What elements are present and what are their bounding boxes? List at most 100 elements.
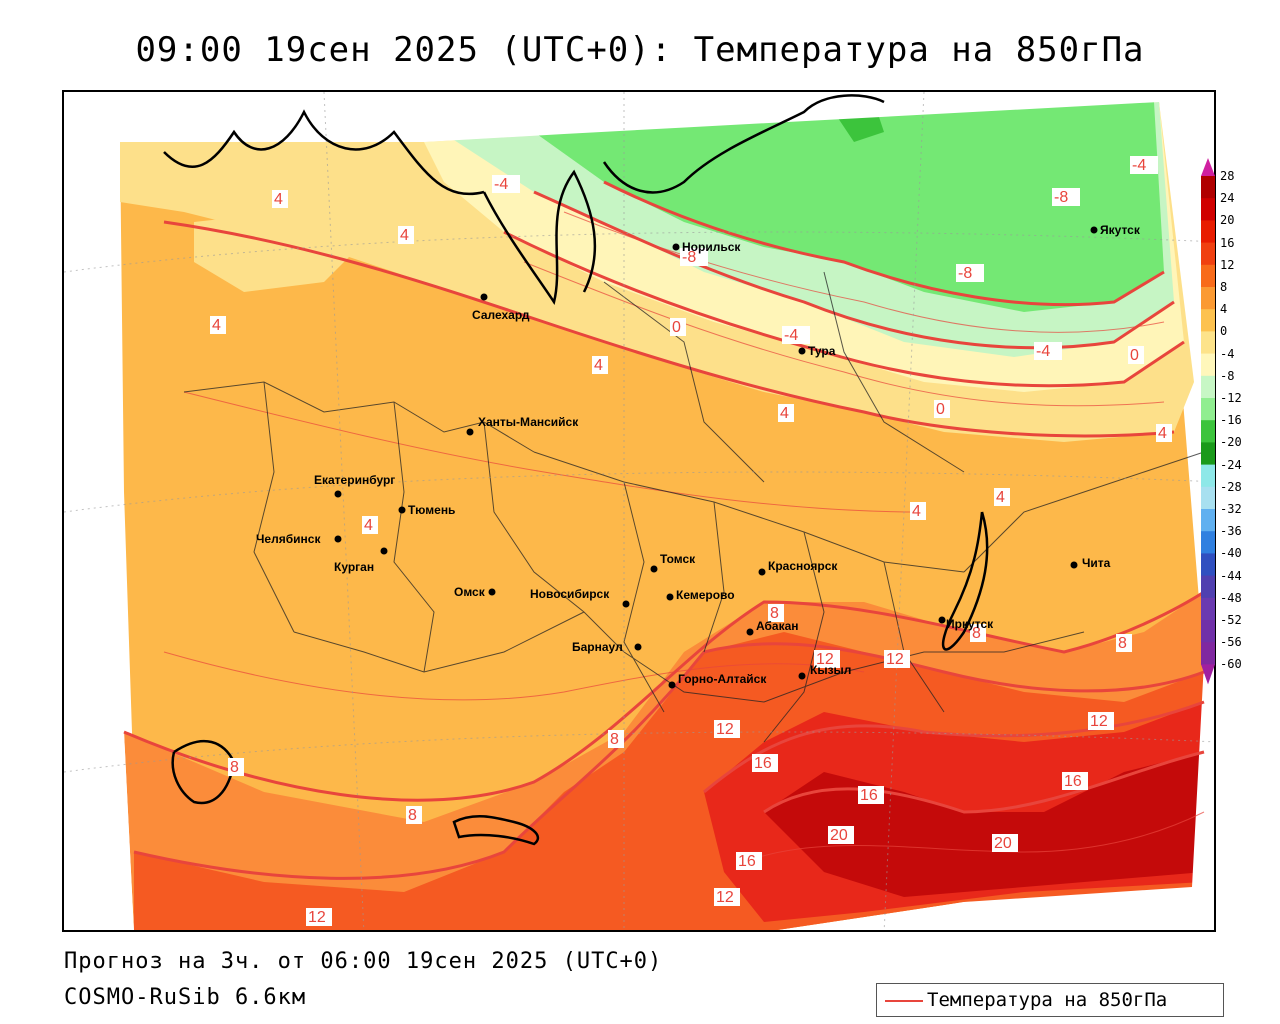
city-marker: Омск bbox=[454, 585, 496, 599]
colorbar-tick-label: -48 bbox=[1220, 590, 1242, 605]
isoline-label: 12 bbox=[714, 888, 740, 906]
isoline-label: 0 bbox=[670, 318, 686, 336]
temperature-map: -4 -4 -8 -8 -8 -4 -4 0 0 0 4 4 4 4 4 4 4… bbox=[64, 92, 1214, 930]
lake-balkhash bbox=[452, 815, 540, 846]
isoline-label: -8 bbox=[956, 264, 984, 282]
isoline-label: -4 bbox=[1130, 156, 1158, 174]
svg-text:0: 0 bbox=[1130, 347, 1139, 364]
svg-text:Кызыл: Кызыл bbox=[810, 663, 851, 677]
svg-text:Новосибирск: Новосибирск bbox=[530, 587, 610, 601]
svg-text:16: 16 bbox=[1064, 773, 1082, 790]
svg-text:12: 12 bbox=[816, 651, 834, 668]
svg-text:4: 4 bbox=[912, 503, 921, 520]
svg-text:Кемерово: Кемерово bbox=[676, 588, 735, 602]
isoline-4 bbox=[163, 220, 1175, 438]
lake-baikal bbox=[941, 511, 989, 651]
colorbar-swatch bbox=[1201, 575, 1215, 599]
isoline-label: 16 bbox=[736, 852, 762, 870]
isoline-label: 0 bbox=[1128, 346, 1144, 364]
field-minus12-minus8 bbox=[534, 102, 1164, 312]
isoline-minus4 bbox=[533, 190, 1175, 350]
colorbar-tick-label: 24 bbox=[1220, 191, 1235, 206]
city-marker: Иркутск bbox=[938, 616, 994, 631]
legend-label: Температура на 850гПа bbox=[927, 989, 1168, 1011]
colorbar-tick-label: 28 bbox=[1220, 169, 1235, 183]
svg-text:-4: -4 bbox=[784, 327, 798, 344]
city-marker: Чита bbox=[1070, 556, 1111, 570]
svg-text:-4: -4 bbox=[494, 176, 508, 193]
colorbar-tick-label: -8 bbox=[1220, 368, 1235, 383]
isoline-label: 20 bbox=[828, 826, 854, 844]
colorbar-swatch bbox=[1201, 442, 1215, 466]
isoline-label: 4 bbox=[1156, 424, 1172, 442]
isoline-label: 12 bbox=[306, 908, 332, 926]
colorbar-swatch bbox=[1201, 597, 1215, 621]
city-marker: Екатеринбург bbox=[314, 473, 395, 498]
isoline-label: 20 bbox=[992, 834, 1018, 852]
svg-text:Салехард: Салехард bbox=[472, 308, 530, 322]
colorbar-tick-label: -4 bbox=[1220, 346, 1235, 361]
graticule bbox=[64, 92, 1214, 930]
colorbar-strip bbox=[1201, 158, 1215, 685]
svg-text:Челябинск: Челябинск bbox=[256, 532, 321, 546]
city-marker: Томск bbox=[650, 552, 696, 573]
colorbar-tick-label: -40 bbox=[1220, 546, 1242, 561]
svg-text:16: 16 bbox=[860, 787, 878, 804]
svg-text:12: 12 bbox=[716, 721, 734, 738]
svg-text:Курган: Курган bbox=[334, 560, 374, 574]
colorbar-tick-label: -12 bbox=[1220, 391, 1242, 405]
svg-text:4: 4 bbox=[780, 405, 789, 422]
svg-text:4: 4 bbox=[274, 191, 283, 208]
isoline-label: -4 bbox=[1034, 342, 1062, 360]
isoline-labels: -4 -4 -8 -8 -8 -4 -4 0 0 0 4 4 4 4 4 4 4… bbox=[210, 156, 1172, 926]
city-marker: Норильск bbox=[672, 240, 741, 254]
svg-text:Якутск: Якутск bbox=[1100, 223, 1141, 237]
colorbar-swatch bbox=[1201, 642, 1215, 665]
svg-text:8: 8 bbox=[770, 605, 779, 622]
colorbar-tick-label: -32 bbox=[1220, 502, 1242, 516]
svg-text:16: 16 bbox=[754, 755, 772, 772]
city-marker: Курган bbox=[334, 547, 388, 574]
svg-text:8: 8 bbox=[408, 807, 417, 824]
svg-text:Иркутск: Иркутск bbox=[946, 617, 994, 631]
isoline-label: 4 bbox=[778, 404, 794, 422]
city-marker: Кызыл bbox=[798, 663, 851, 680]
coastlines bbox=[163, 94, 989, 846]
svg-text:-4: -4 bbox=[1132, 157, 1146, 174]
colorbar-tick-label: -60 bbox=[1220, 657, 1242, 672]
svg-text:4: 4 bbox=[1158, 425, 1167, 442]
colorbar-swatch bbox=[1201, 242, 1215, 266]
svg-text:-8: -8 bbox=[958, 265, 972, 282]
map-area: -4 -4 -8 -8 -8 -4 -4 0 0 0 4 4 4 4 4 4 4… bbox=[62, 90, 1216, 932]
svg-text:Тура: Тура bbox=[808, 344, 836, 358]
colorbar-swatch bbox=[1201, 176, 1215, 199]
svg-text:8: 8 bbox=[1118, 635, 1127, 652]
colorbar-arrow-bottom bbox=[1201, 664, 1215, 685]
colorbar-tick-label: 0 bbox=[1220, 324, 1228, 339]
isoline-label: 8 bbox=[406, 806, 422, 824]
colorbar-swatch bbox=[1201, 553, 1215, 577]
svg-text:8: 8 bbox=[610, 731, 619, 748]
city-marker: Салехард bbox=[472, 293, 530, 322]
svg-text:4: 4 bbox=[364, 517, 373, 534]
colorbar-arrow-top bbox=[1201, 158, 1215, 176]
colorbar-tick-label: -16 bbox=[1220, 413, 1242, 428]
model-name: COSMO-RuSib 6.6км bbox=[64, 985, 307, 1010]
isoline-label: 12 bbox=[884, 650, 910, 668]
colorbar-swatch bbox=[1201, 509, 1215, 532]
colorbar-tick-label: -36 bbox=[1220, 524, 1242, 539]
isoline-label: 4 bbox=[210, 316, 226, 334]
colorbar-swatch bbox=[1201, 198, 1215, 221]
colorbar-swatch bbox=[1201, 309, 1215, 332]
svg-text:Ханты-Мансийск: Ханты-Мансийск bbox=[478, 415, 579, 429]
map-title: 09:00 19сен 2025 (UTC+0): Температура на… bbox=[135, 30, 1145, 70]
colorbar-tick-label: 8 bbox=[1220, 280, 1228, 294]
colorbar-swatch bbox=[1201, 486, 1215, 510]
colorbar-swatch bbox=[1201, 464, 1215, 488]
svg-text:Абакан: Абакан bbox=[756, 619, 799, 633]
svg-text:20: 20 bbox=[830, 827, 848, 844]
svg-text:12: 12 bbox=[1090, 713, 1108, 730]
isoline-label: 12 bbox=[714, 720, 740, 738]
city-marker: Ханты-Мансийск bbox=[466, 415, 579, 436]
colorbar-tick-label: -44 bbox=[1220, 568, 1242, 583]
